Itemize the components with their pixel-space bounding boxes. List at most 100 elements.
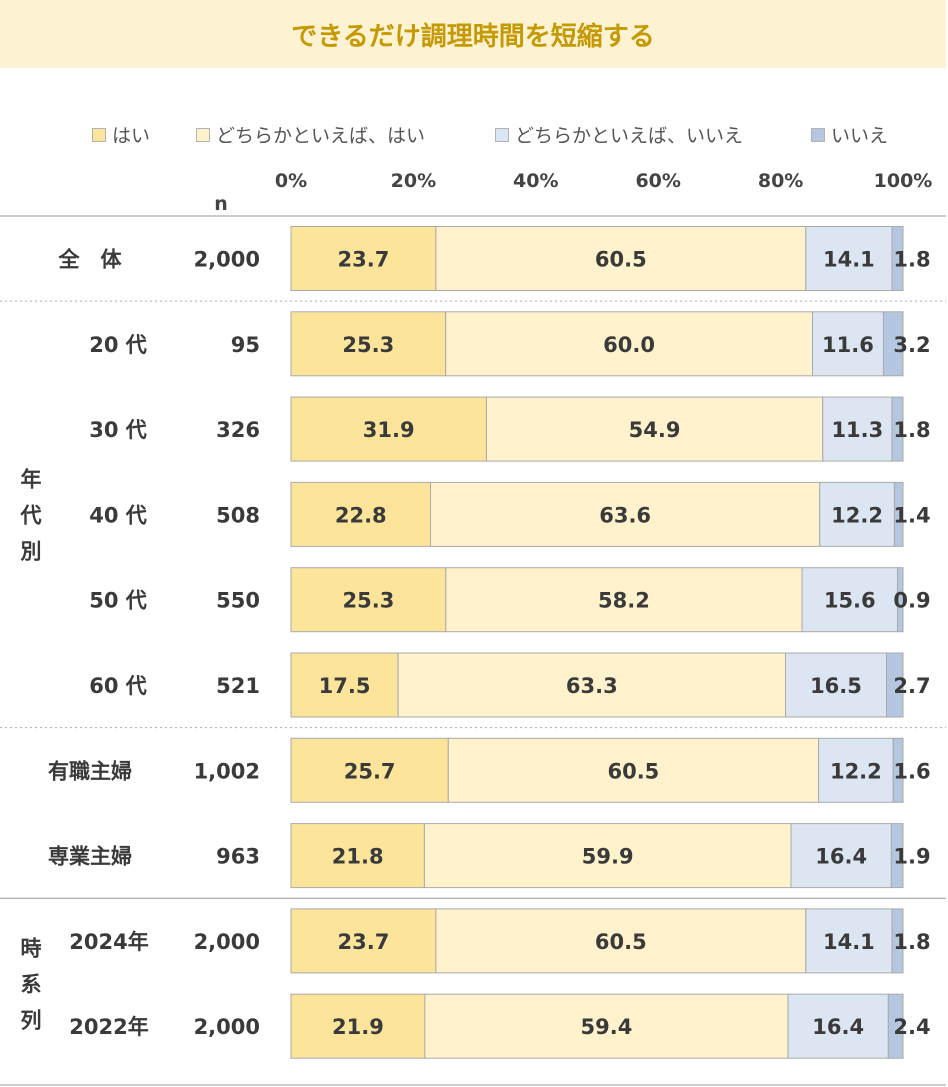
x-tick-label: 40% bbox=[513, 170, 558, 192]
bar-segment bbox=[397, 652, 786, 718]
bar-data-label: 16.5 bbox=[810, 674, 862, 698]
x-tick-label: 60% bbox=[635, 170, 680, 192]
group-label-char: 年 bbox=[21, 467, 42, 491]
chart-title: できるだけ調理時間を短縮する bbox=[291, 22, 655, 52]
bar-segment bbox=[447, 737, 820, 803]
bar-segment bbox=[893, 481, 904, 547]
bar-segment bbox=[818, 737, 894, 803]
row-label: 有職主婦 bbox=[48, 759, 132, 783]
n-column-header: n bbox=[214, 193, 228, 215]
bar-segment bbox=[805, 908, 893, 974]
bar-data-label: 14.1 bbox=[823, 248, 875, 272]
bar-segment bbox=[435, 908, 807, 974]
bar-data-label: 59.9 bbox=[582, 845, 634, 869]
bar-data-label: 60.5 bbox=[607, 759, 659, 783]
row-n-value: 326 bbox=[216, 418, 260, 442]
bar-data-label: 0.9 bbox=[893, 589, 930, 613]
x-tick-label: 0% bbox=[275, 170, 307, 192]
row-n-value: 2,000 bbox=[194, 248, 260, 272]
bar-segment bbox=[290, 993, 426, 1059]
group-label-char: 別 bbox=[21, 539, 42, 563]
group-label-char: 時 bbox=[21, 937, 42, 961]
bar-segment bbox=[822, 396, 893, 462]
bar-segment bbox=[892, 737, 904, 803]
row-label: 40 代 bbox=[89, 503, 147, 527]
row-label: 50 代 bbox=[89, 589, 147, 613]
bar-data-label: 54.9 bbox=[629, 418, 681, 442]
legend-item-somewhat-yes: どちらかといえば、はい bbox=[196, 121, 425, 148]
bar-segment bbox=[290, 226, 437, 291]
legend-item-yes: はい bbox=[92, 121, 150, 148]
x-tick-label: 80% bbox=[758, 170, 803, 192]
bar-data-label: 1.8 bbox=[893, 248, 930, 272]
bar-data-label: 60.5 bbox=[595, 248, 647, 272]
bar-data-label: 23.7 bbox=[338, 930, 390, 954]
bar-segment bbox=[485, 396, 824, 462]
bar-segment bbox=[435, 226, 807, 291]
row-n-value: 521 bbox=[216, 674, 260, 698]
legend-label-somewhat-no: どちらかといえば、いいえ bbox=[515, 125, 744, 147]
bar-data-label: 12.2 bbox=[830, 759, 882, 783]
row-label: 30 代 bbox=[89, 418, 147, 442]
legend-item-no: いいえ bbox=[811, 121, 888, 148]
legend-swatch-no bbox=[811, 127, 825, 142]
bar-data-label: 63.6 bbox=[599, 503, 651, 527]
group-label-char: 系 bbox=[21, 973, 42, 997]
bar-data-label: 60.0 bbox=[603, 333, 655, 357]
group-label-char: 代 bbox=[20, 503, 42, 527]
bar-segment bbox=[423, 823, 792, 889]
bar-segment bbox=[290, 652, 399, 718]
bar-data-label: 1.8 bbox=[893, 930, 930, 954]
bar-segment bbox=[787, 993, 889, 1059]
row-n-value: 2,000 bbox=[194, 1015, 260, 1039]
bar-data-label: 63.3 bbox=[566, 674, 618, 698]
bar-data-label: 11.3 bbox=[831, 418, 883, 442]
bar-data-label: 1.9 bbox=[893, 845, 930, 869]
legend-swatch-somewhat-yes bbox=[196, 127, 210, 142]
bar-segment bbox=[290, 737, 449, 803]
row-label: 20 代 bbox=[89, 333, 147, 357]
row-label: 専業主婦 bbox=[48, 845, 132, 869]
bar-segment bbox=[819, 481, 895, 547]
bar-segment bbox=[790, 823, 892, 889]
bar-segment bbox=[290, 567, 447, 633]
bar-data-label: 16.4 bbox=[815, 845, 867, 869]
bar-data-label: 12.2 bbox=[831, 503, 883, 527]
bar-data-label: 25.3 bbox=[343, 589, 395, 613]
legend-label-yes: はい bbox=[112, 125, 151, 147]
bar-data-label: 14.1 bbox=[823, 930, 875, 954]
bar-segment bbox=[430, 481, 821, 547]
bar-segment bbox=[891, 396, 904, 462]
bar-data-label: 1.4 bbox=[893, 503, 930, 527]
row-n-value: 2,000 bbox=[194, 930, 260, 954]
row-label: 全 体 bbox=[58, 248, 123, 272]
row-label: 2024年 bbox=[69, 930, 148, 954]
legend-item-somewhat-no: どちらかといえば、いいえ bbox=[495, 121, 743, 148]
title-band bbox=[0, 0, 946, 68]
bar-data-label: 31.9 bbox=[363, 418, 415, 442]
bar-segment bbox=[891, 908, 904, 974]
row-n-value: 1,002 bbox=[194, 759, 260, 783]
bar-data-label: 22.8 bbox=[335, 503, 387, 527]
bar-data-label: 25.7 bbox=[344, 759, 396, 783]
bar-data-label: 17.5 bbox=[319, 674, 371, 698]
legend-swatch-yes bbox=[92, 127, 106, 142]
row-label: 2022年 bbox=[69, 1015, 148, 1039]
bar-data-label: 21.9 bbox=[332, 1015, 384, 1039]
bar-segment bbox=[891, 226, 904, 291]
bar-data-label: 2.7 bbox=[893, 674, 930, 698]
bar-data-label: 1.6 bbox=[893, 759, 930, 783]
bar-data-label: 15.6 bbox=[824, 589, 876, 613]
bar-segment bbox=[445, 311, 814, 377]
row-n-value: 508 bbox=[216, 503, 260, 527]
bar-data-label: 25.3 bbox=[342, 333, 394, 357]
row-n-value: 95 bbox=[231, 333, 260, 357]
bar-segment bbox=[882, 311, 904, 377]
bar-segment bbox=[885, 652, 904, 718]
legend-label-no: いいえ bbox=[831, 125, 889, 147]
bar-segment bbox=[887, 993, 904, 1059]
bar-segment bbox=[290, 823, 425, 889]
bar-data-label: 3.2 bbox=[893, 333, 930, 357]
bar-data-label: 59.4 bbox=[581, 1015, 633, 1039]
group-label-char: 列 bbox=[21, 1009, 42, 1033]
